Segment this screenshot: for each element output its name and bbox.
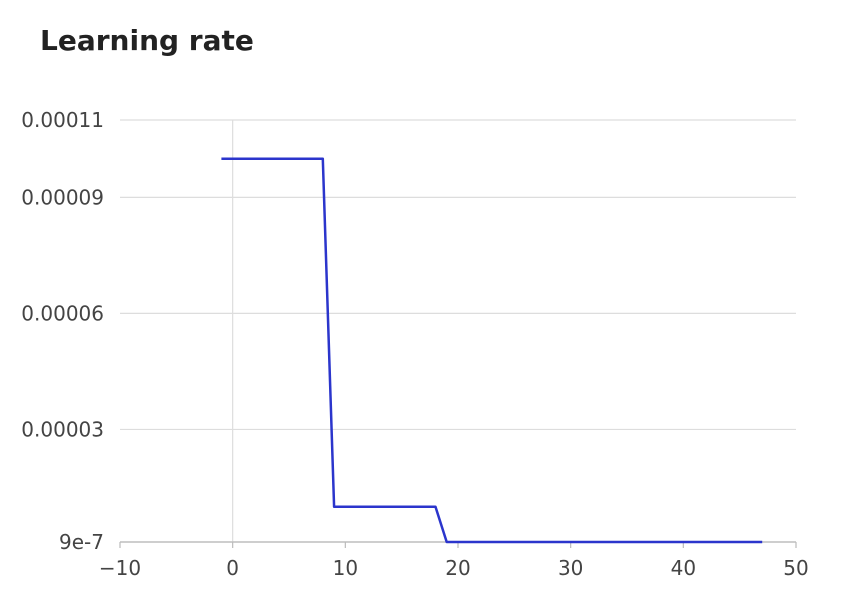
x-tick-label: 10 xyxy=(333,556,358,580)
learning-rate-line xyxy=(221,157,763,544)
x-tick-label: 30 xyxy=(558,556,583,580)
y-tick-label: 0.00006 xyxy=(21,301,104,325)
x-tick-label: 40 xyxy=(671,556,696,580)
chart-title: Learning rate xyxy=(40,24,254,57)
y-tick-label: 9e-7 xyxy=(59,530,104,554)
grid-lines xyxy=(120,119,796,543)
x-tick-label: 0 xyxy=(226,556,239,580)
y-tick-label: 0.00003 xyxy=(21,417,104,441)
y-tick-label: 0.00011 xyxy=(21,108,104,132)
y-tick-label: 0.00009 xyxy=(21,185,104,209)
x-tick-label: −10 xyxy=(99,556,141,580)
x-tick-label: 20 xyxy=(445,556,470,580)
x-tick-labels: −10 0 10 20 30 40 50 xyxy=(99,556,809,580)
y-tick-labels: 9e-7 0.00003 0.00006 0.00009 0.00011 xyxy=(21,108,104,554)
series-lines xyxy=(221,157,763,544)
x-tick-label: 50 xyxy=(783,556,808,580)
